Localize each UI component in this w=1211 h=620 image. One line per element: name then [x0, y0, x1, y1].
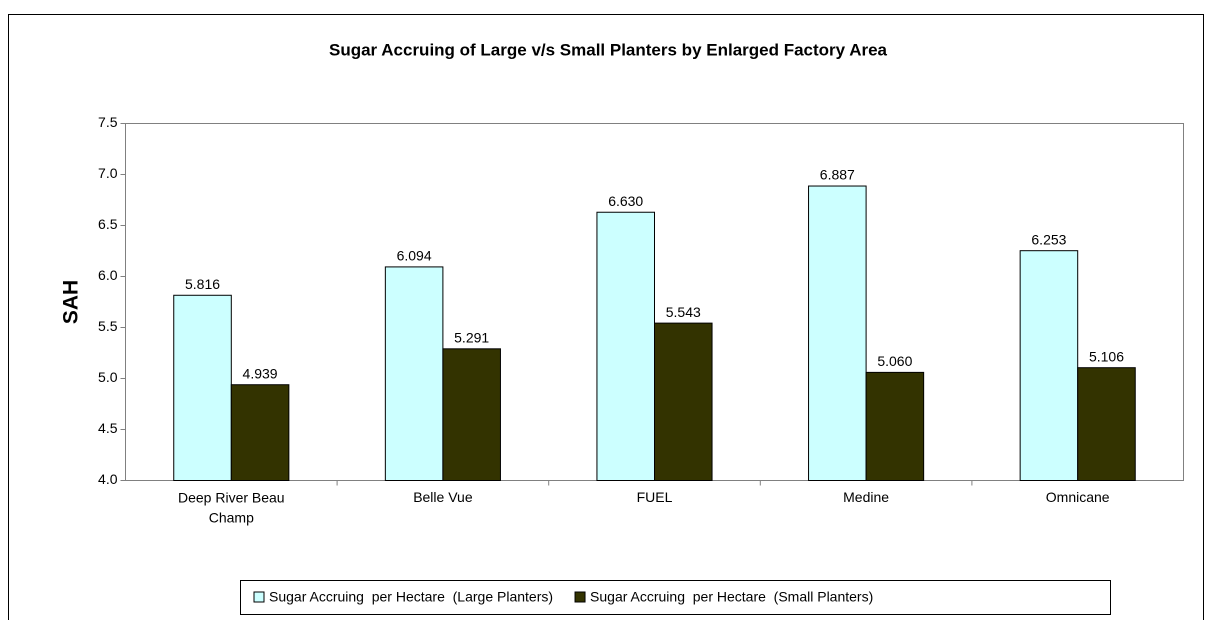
legend-swatch — [574, 591, 586, 603]
bar — [654, 322, 713, 482]
bar — [1077, 367, 1136, 481]
x-tick-label: Omnicane — [1046, 489, 1110, 505]
x-tick-label: Belle Vue — [413, 489, 473, 505]
value-label: 6.887 — [820, 167, 855, 183]
y-tick-label: 4.5 — [98, 420, 118, 436]
bar — [808, 185, 867, 481]
bar — [173, 294, 232, 481]
value-label: 5.060 — [877, 353, 912, 369]
value-label: 6.253 — [1031, 231, 1066, 247]
y-tick-label: 6.5 — [98, 216, 118, 232]
value-label: 4.939 — [243, 365, 278, 381]
value-label: 6.094 — [397, 248, 432, 264]
y-tick-label: 5.5 — [98, 318, 118, 334]
legend-swatch — [253, 591, 265, 603]
bar — [384, 266, 444, 481]
legend-label: Sugar Accruing per Hectare (Large Plante… — [269, 589, 553, 605]
x-tick-label: Medine — [843, 489, 889, 505]
bar — [1019, 250, 1079, 481]
bar — [596, 211, 656, 482]
y-tick-label: 4.0 — [98, 471, 118, 487]
chart-title: Sugar Accruing of Large v/s Small Plante… — [329, 40, 888, 59]
value-label: 6.630 — [608, 193, 643, 209]
value-label: 5.106 — [1089, 348, 1124, 364]
bar — [230, 384, 290, 481]
y-axis-label: SAH — [60, 280, 83, 324]
value-label: 5.543 — [666, 304, 701, 320]
y-tick-label: 6.0 — [98, 267, 118, 283]
bar — [442, 348, 501, 481]
legend-label: Sugar Accruing per Hectare (Small Plante… — [590, 589, 873, 605]
y-tick-label: 7.5 — [98, 114, 118, 130]
bar — [865, 371, 925, 482]
x-tick-label: Deep River Beau Champ — [178, 489, 285, 525]
value-label: 5.816 — [185, 276, 220, 292]
y-tick-label: 7.0 — [98, 165, 118, 181]
legend-box — [240, 580, 1111, 615]
y-tick-label: 5.0 — [98, 369, 118, 385]
x-tick-label: FUEL — [637, 489, 673, 505]
value-label: 5.291 — [454, 330, 489, 346]
